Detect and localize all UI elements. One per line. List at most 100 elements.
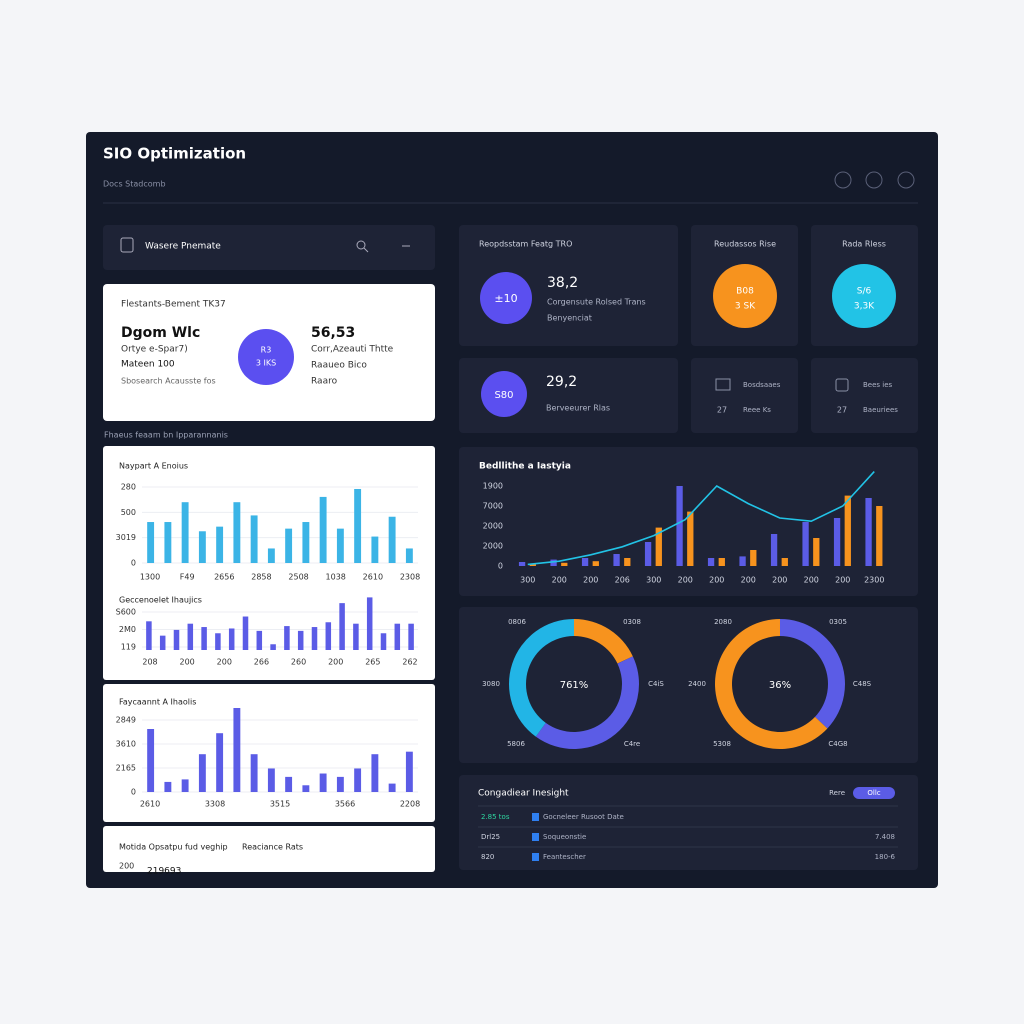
stat-card (691, 358, 798, 433)
insight-button[interactable] (853, 787, 895, 799)
card-value: 38,2 (547, 275, 578, 291)
x-tick-label: 2610 (140, 800, 160, 809)
badge-text: S/6 (857, 287, 872, 297)
bar (187, 623, 194, 650)
donut-center: 36% (769, 680, 791, 691)
x-tick-label: 1038 (326, 573, 346, 582)
header-icon[interactable] (834, 171, 852, 189)
table-cell: Soqueonstie (543, 833, 586, 841)
row-marker (532, 833, 539, 841)
bar (676, 486, 683, 566)
y-tick-label: 0 (131, 559, 136, 568)
user-icon (120, 237, 134, 253)
x-tick-label: 200 (583, 576, 598, 585)
bar (250, 515, 258, 563)
donut-label: 2400 (688, 680, 706, 688)
search-icon[interactable] (356, 240, 366, 250)
summary-badge (238, 329, 294, 385)
x-tick-label: 260 (291, 658, 306, 667)
bar (770, 534, 778, 566)
x-tick-label: 2610 (363, 573, 383, 582)
bar (781, 558, 788, 566)
x-tick-label: 200 (678, 576, 693, 585)
bar (164, 781, 172, 792)
y-tick-label: 2000 (483, 522, 503, 531)
card-title: Bees ies (863, 381, 893, 389)
bar (388, 783, 396, 792)
card-title: Congadiear Inesight (478, 789, 569, 799)
bar (687, 511, 694, 566)
bar (215, 633, 221, 650)
bar (173, 629, 180, 650)
y-tick-label: S600 (116, 608, 136, 617)
table-cell: Drl25 (481, 833, 500, 841)
bar (865, 498, 872, 566)
label: Raaueo Bico (311, 361, 367, 371)
bar (242, 616, 249, 650)
x-tick-label: 200 (217, 658, 232, 667)
link[interactable]: Rere (829, 789, 845, 797)
x-tick-label: 2300 (864, 576, 884, 585)
stat-badge (481, 371, 527, 417)
bar (613, 554, 620, 566)
x-tick-label: 2656 (214, 573, 234, 582)
badge-text: 3,3K (854, 302, 875, 312)
chart-value: 219693 (147, 867, 181, 877)
donut-segment (509, 619, 574, 737)
card-value: 56,53 (311, 325, 355, 341)
bar (147, 729, 155, 792)
label: Ortye e-Spar7) (121, 345, 188, 355)
stat-card (811, 358, 918, 433)
search-bar[interactable] (103, 225, 435, 270)
donut-card (459, 607, 918, 763)
header-icon[interactable] (897, 171, 915, 189)
bar (394, 623, 401, 650)
badge-text: B08 (736, 287, 754, 297)
chart-title: Naypart A Enoius (119, 462, 188, 471)
stat-badge (713, 264, 777, 328)
donut-label: 0308 (623, 618, 641, 626)
header-icon[interactable] (865, 171, 883, 189)
x-tick-label: 200 (804, 576, 819, 585)
bar (216, 733, 224, 792)
x-tick-label: 266 (254, 658, 269, 667)
x-tick-label: 3308 (205, 800, 225, 809)
bar (844, 495, 851, 566)
x-tick-label: 2208 (400, 800, 420, 809)
stat-icon (715, 378, 731, 391)
badge-text: S80 (494, 390, 513, 401)
button-label[interactable]: Ollc (867, 789, 880, 797)
bar (201, 627, 207, 650)
y-tick-label: 2849 (116, 716, 136, 725)
x-tick-label: 2858 (251, 573, 271, 582)
bar (624, 558, 631, 566)
bar (216, 526, 224, 563)
bar (802, 522, 809, 566)
bar (561, 562, 568, 566)
bar (644, 542, 652, 566)
donut-label: C4re (624, 740, 640, 748)
label: Corr,Azeauti Thtte (311, 345, 394, 355)
y-tick-label: 2M0 (119, 625, 136, 634)
table-cell: 820 (481, 853, 494, 861)
card-value: 27 (717, 406, 727, 415)
bar (270, 644, 276, 650)
y-tick-label: 1900 (483, 482, 503, 491)
x-tick-label: 200 (552, 576, 567, 585)
donut-center: 761% (560, 680, 589, 691)
bar (581, 558, 589, 566)
table-cell: 2.85 tos (481, 813, 510, 821)
donut-label: 5806 (507, 740, 525, 748)
label: Mateen 100 (121, 360, 175, 370)
bar (319, 496, 327, 563)
y-tick-label: 3610 (116, 740, 136, 749)
x-tick-label: 3515 (270, 800, 290, 809)
badge-text: 3 IKS (256, 359, 276, 368)
x-tick-label: 300 (520, 576, 535, 585)
bar (164, 522, 172, 563)
bar (181, 502, 189, 563)
donut-label: C4G8 (828, 740, 847, 748)
bar (813, 538, 820, 566)
